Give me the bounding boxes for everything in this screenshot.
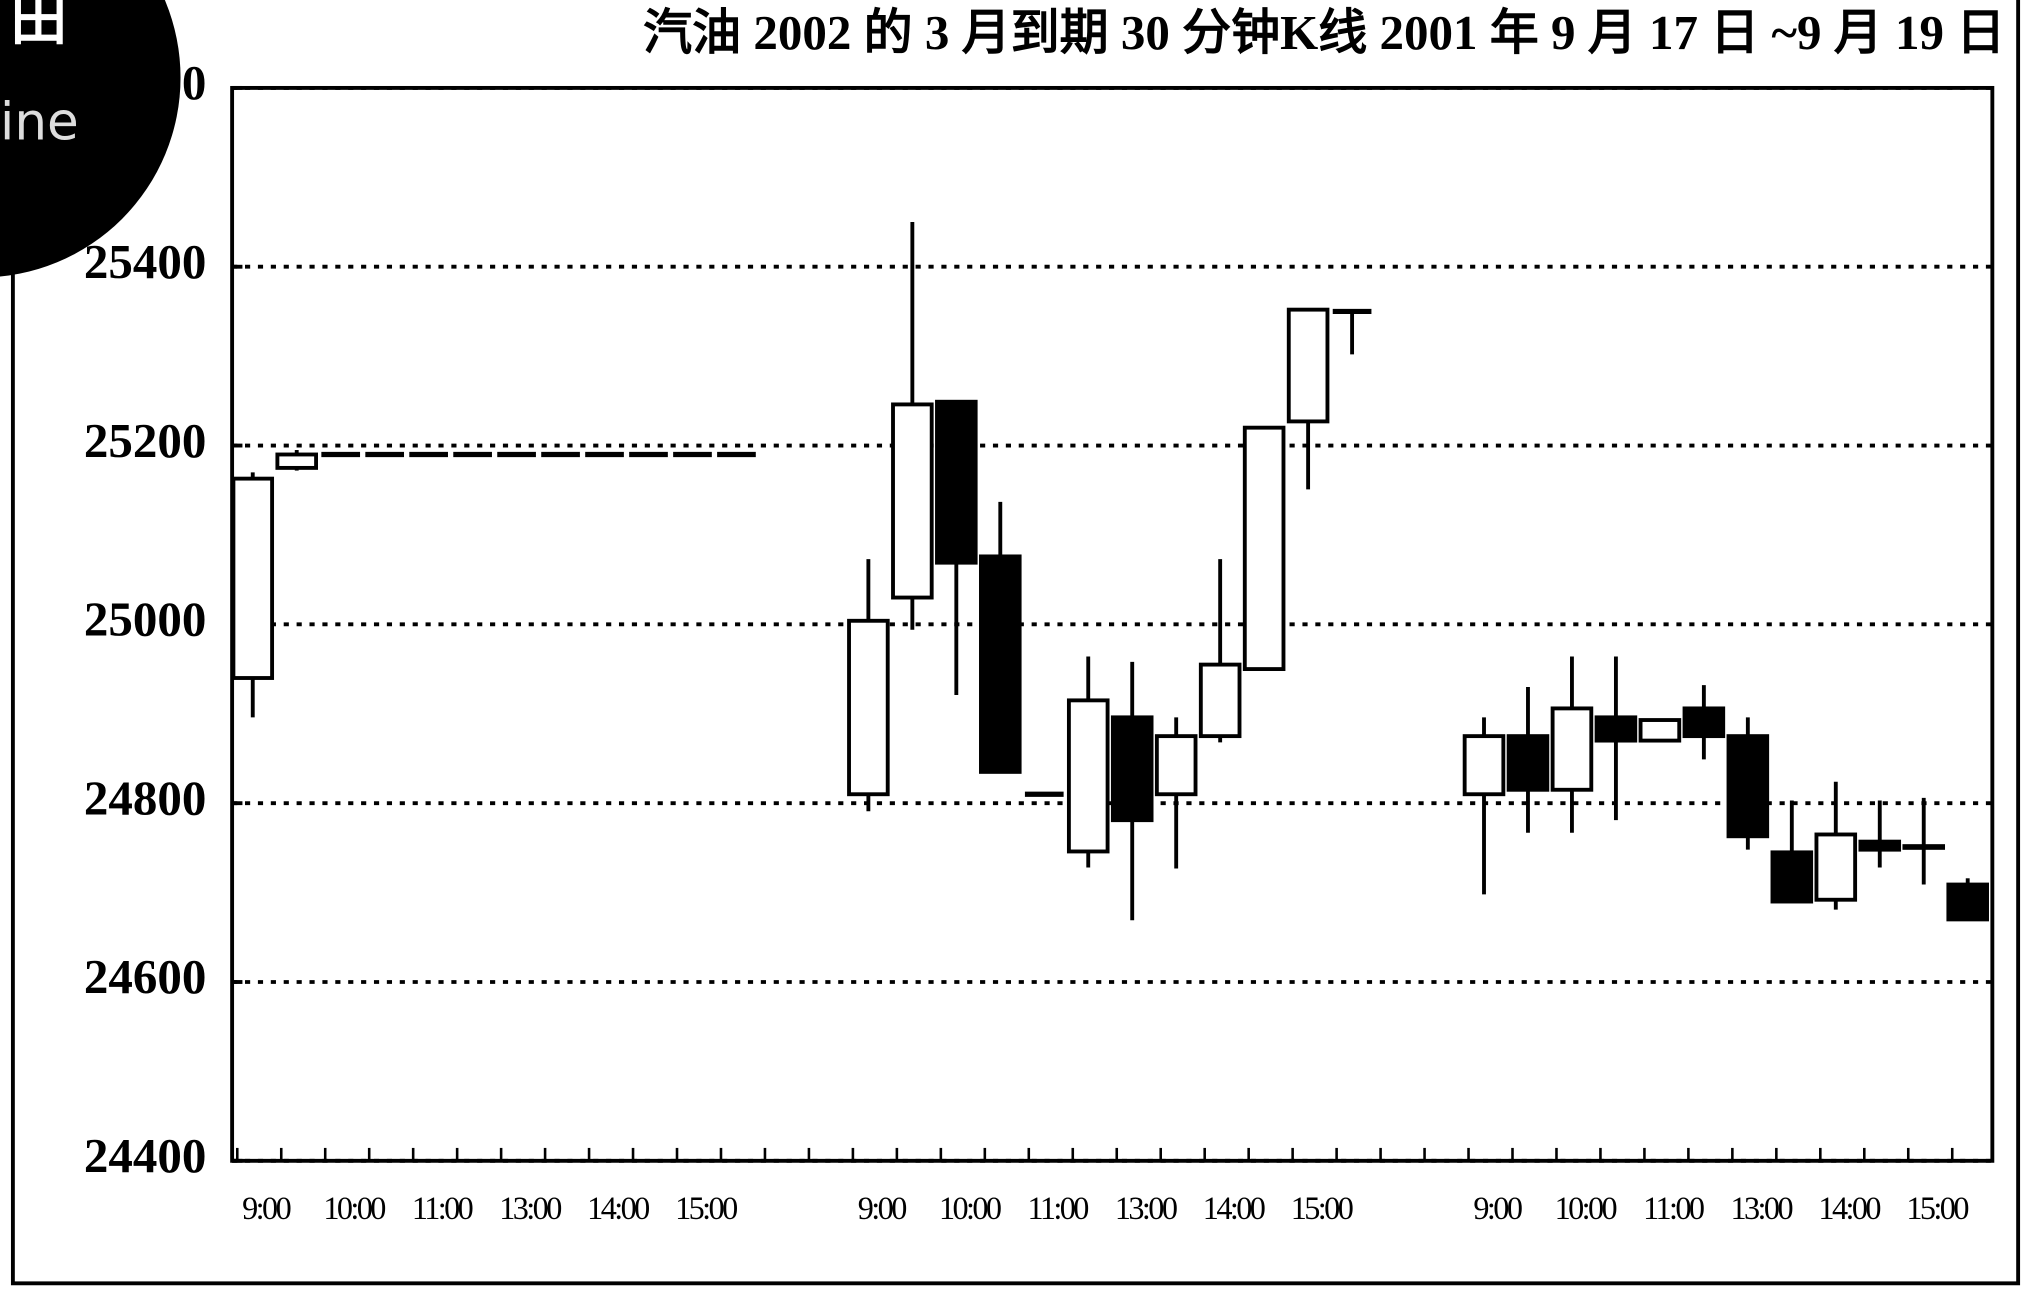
candle-body [1462,734,1506,797]
y-tick-label: 25000 [84,592,207,647]
x-tick-label: 9:00 [242,1190,290,1226]
corner-label: ine [0,92,79,152]
candle-body [275,452,319,470]
x-tick-label: 10:00 [323,1190,385,1226]
y-tick-label: 24800 [84,770,207,825]
x-tick-label: 13:00 [1115,1190,1177,1226]
corner-label: 田 [10,0,67,52]
candle-body [891,402,934,600]
corner-blob [0,0,181,277]
candle-body [1682,706,1726,739]
page-frame [10,0,2021,1286]
x-tick-label: 9:00 [858,1190,906,1226]
y-tick-label: 24600 [84,949,207,1004]
x-tick-label: 10:00 [939,1190,1001,1226]
x-tick-label: 11:00 [412,1190,473,1226]
candle-body [1770,850,1814,904]
candle-body [1110,715,1154,823]
candle-body [1726,734,1770,839]
candle-body [1506,734,1550,792]
candle-body [1242,425,1286,672]
candle-body [1594,715,1638,743]
y-tick-label: 25400 [84,234,207,289]
x-tick-label: 11:00 [1643,1190,1704,1226]
y-tick-label: 24400 [84,1128,207,1183]
x-tick-label: 14:00 [1818,1190,1880,1226]
x-tick-label: 13:00 [1730,1190,1792,1226]
candle-body [1286,307,1330,424]
candle-body [1814,832,1858,902]
x-tick-label: 15:00 [675,1190,737,1226]
candle-body [979,554,1022,774]
x-tick-label: 14:00 [587,1190,649,1226]
candle-body [1154,734,1198,797]
candle-body [1858,839,1902,852]
candle-body [935,399,978,565]
y-tick-label: 25200 [84,413,207,468]
candle-body [1946,882,1989,922]
candle-body [847,618,890,797]
x-tick-label: 9:00 [1473,1190,1521,1226]
x-tick-label: 11:00 [1028,1190,1089,1226]
candle-body [1198,662,1242,739]
candle-body [1550,706,1594,792]
candle-body [1638,718,1682,743]
candle-body [1066,698,1110,854]
chart-title: 汽油 2002 的 3 月到期 30 分钟K线 2001 年 9 月 17 日 … [643,5,2005,60]
x-tick-label: 13:00 [499,1190,561,1226]
candle-body [231,476,275,680]
x-tick-label: 15:00 [1906,1190,1968,1226]
x-tick-label: 15:00 [1291,1190,1353,1226]
candle-body [1902,844,1946,850]
plot: 244002460024800250002520025400256009:001… [84,55,1993,1226]
x-tick-label: 14:00 [1203,1190,1265,1226]
x-tick-label: 10:00 [1555,1190,1617,1226]
